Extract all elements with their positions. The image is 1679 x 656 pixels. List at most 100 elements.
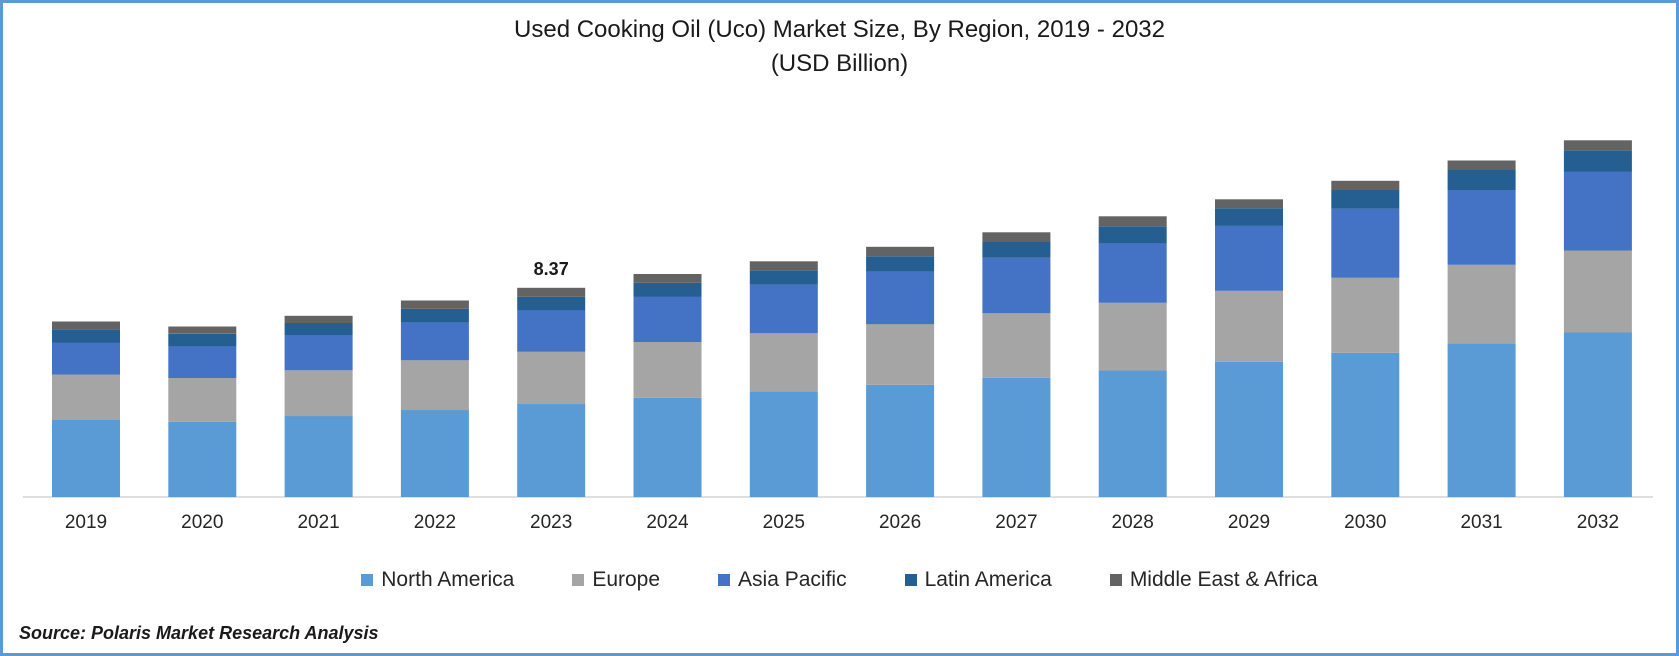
- bar-segment-asia-pacific-2025: [749, 284, 818, 334]
- x-tick-label-2031: 2031: [1460, 512, 1502, 533]
- legend-label: Middle East & Africa: [1129, 568, 1318, 591]
- bar-segment-north-america-2029: [1215, 361, 1283, 498]
- bar-segment-middle-east-africa-2027: [982, 232, 1051, 243]
- bar-segment-asia-pacific-2023: [517, 310, 586, 352]
- bar-segment-latin-america-2019: [52, 329, 120, 343]
- bar-segment-asia-pacific-2030: [1331, 208, 1400, 278]
- bar-segment-asia-pacific-2031: [1447, 190, 1516, 265]
- bar-segment-asia-pacific-2027: [982, 257, 1051, 314]
- bar-segment-asia-pacific-2026: [866, 271, 935, 325]
- bar-segment-asia-pacific-2029: [1215, 225, 1283, 291]
- bar-segment-europe-2031: [1447, 264, 1516, 344]
- x-tick-label-2021: 2021: [297, 512, 339, 533]
- data-label-2023: 8.37: [534, 259, 569, 279]
- bar-segment-asia-pacific-2021: [284, 335, 353, 371]
- x-tick-label-2028: 2028: [1112, 512, 1154, 533]
- bar-segment-asia-pacific-2022: [400, 322, 469, 361]
- bar-segment-latin-america-2031: [1447, 170, 1516, 190]
- legend-item-asia-pacific: Asia Pacific: [718, 568, 847, 592]
- bar-segment-middle-east-africa-2030: [1331, 180, 1400, 191]
- x-tick-label-2019: 2019: [65, 512, 107, 533]
- bar-segment-north-america-2020: [168, 421, 237, 498]
- bar-segment-middle-east-africa-2021: [284, 315, 353, 323]
- bar-segment-latin-america-2025: [749, 270, 818, 285]
- legend-item-europe: Europe: [572, 568, 660, 592]
- x-tick-label-2030: 2030: [1344, 512, 1386, 533]
- bar-segment-north-america-2021: [284, 416, 353, 497]
- x-tick-label-2024: 2024: [646, 512, 689, 533]
- x-tick-label-2025: 2025: [763, 512, 805, 533]
- bar-segment-north-america-2023: [517, 404, 586, 497]
- bar-segment-europe-2024: [633, 342, 702, 398]
- legend-label: Asia Pacific: [738, 568, 847, 591]
- bar-segment-middle-east-africa-2022: [400, 300, 469, 309]
- x-tick-label-2032: 2032: [1577, 512, 1619, 533]
- bar-segment-north-america-2019: [52, 420, 120, 497]
- legend-label: Europe: [592, 568, 661, 591]
- bar-segment-north-america-2024: [633, 397, 702, 498]
- bar-segment-europe-2025: [749, 333, 818, 392]
- bar-segment-middle-east-africa-2024: [633, 274, 702, 283]
- bar-segment-north-america-2025: [749, 391, 818, 498]
- bar-segment-europe-2032: [1563, 250, 1632, 333]
- chart-title: Used Cooking Oil (Uco) Market Size, By R…: [3, 13, 1676, 81]
- x-tick-label-2026: 2026: [879, 512, 921, 533]
- bar-segment-latin-america-2022: [400, 308, 469, 323]
- bar-segment-middle-east-africa-2028: [1098, 216, 1167, 227]
- bar-segment-latin-america-2023: [517, 296, 586, 311]
- bar-segment-middle-east-africa-2031: [1447, 160, 1516, 170]
- bar-segment-europe-2022: [400, 360, 469, 411]
- bar-segment-europe-2028: [1098, 302, 1167, 371]
- chart-legend: North America Europe Asia Pacific Latin Ame…: [3, 568, 1676, 592]
- stacked-bar-chart: 2019 2020 2021 2022 8.37 2023 2024 2025 2026 2027…: [23, 140, 1653, 533]
- bar-segment-europe-2020: [168, 378, 237, 422]
- legend-label: Latin America: [924, 568, 1052, 591]
- bar-segment-europe-2030: [1331, 277, 1400, 353]
- bar-segment-middle-east-africa-2026: [866, 246, 935, 257]
- bar-segment-middle-east-africa-2025: [749, 261, 818, 271]
- bar-segment-middle-east-africa-2032: [1563, 140, 1632, 151]
- bar-segment-north-america-2028: [1098, 370, 1167, 497]
- legend-label: North America: [381, 568, 515, 591]
- bar-segment-europe-2027: [982, 313, 1051, 378]
- bar-segment-latin-america-2021: [284, 323, 353, 335]
- bar-segment-asia-pacific-2020: [168, 346, 237, 378]
- bar-segment-middle-east-africa-2029: [1215, 199, 1283, 209]
- bar-segment-north-america-2027: [982, 377, 1051, 497]
- chart-subtitle: (USD Billion): [770, 50, 909, 77]
- bar-segment-north-america-2026: [866, 384, 935, 498]
- legend-item-latin-america: Latin America: [904, 568, 1052, 592]
- bar-segment-north-america-2031: [1447, 343, 1516, 498]
- legend-item-middle-east-africa: Middle East & Africa: [1109, 568, 1318, 592]
- bar-segment-asia-pacific-2024: [633, 296, 702, 342]
- bar-segment-north-america-2032: [1563, 332, 1632, 497]
- bar-segment-latin-america-2026: [866, 256, 935, 272]
- bar-segment-north-america-2022: [400, 410, 469, 497]
- legend-swatch: [361, 574, 374, 586]
- bar-segment-latin-america-2027: [982, 242, 1051, 258]
- bar-segment-latin-america-2028: [1098, 226, 1167, 244]
- bar-segment-latin-america-2020: [168, 333, 237, 347]
- bar-segment-middle-east-africa-2019: [52, 321, 120, 330]
- bar-segment-europe-2023: [517, 351, 586, 405]
- legend-swatch: [718, 574, 731, 586]
- bar-segment-latin-america-2029: [1215, 208, 1283, 226]
- bar-segment-europe-2019: [52, 374, 120, 420]
- legend-swatch: [572, 574, 585, 586]
- bar-segment-north-america-2030: [1331, 352, 1400, 498]
- bar-segment-middle-east-africa-2020: [168, 326, 237, 334]
- bar-segment-latin-america-2024: [633, 282, 702, 297]
- bar-segment-latin-america-2032: [1563, 150, 1632, 172]
- bar-segment-asia-pacific-2032: [1563, 171, 1632, 251]
- source-note: Source: Polaris Market Research Analysis: [19, 623, 379, 643]
- bar-segment-asia-pacific-2019: [52, 342, 120, 375]
- x-tick-label-2023: 2023: [530, 512, 572, 533]
- bar-segment-asia-pacific-2028: [1098, 243, 1167, 303]
- legend-swatch: [904, 574, 917, 586]
- chart-title-line1: Used Cooking Oil (Uco) Market Size, By R…: [514, 16, 1165, 43]
- legend-swatch: [1109, 574, 1122, 586]
- bar-segment-middle-east-africa-2023: [517, 287, 586, 297]
- bar-segment-europe-2026: [866, 324, 935, 385]
- x-tick-label-2027: 2027: [995, 512, 1037, 533]
